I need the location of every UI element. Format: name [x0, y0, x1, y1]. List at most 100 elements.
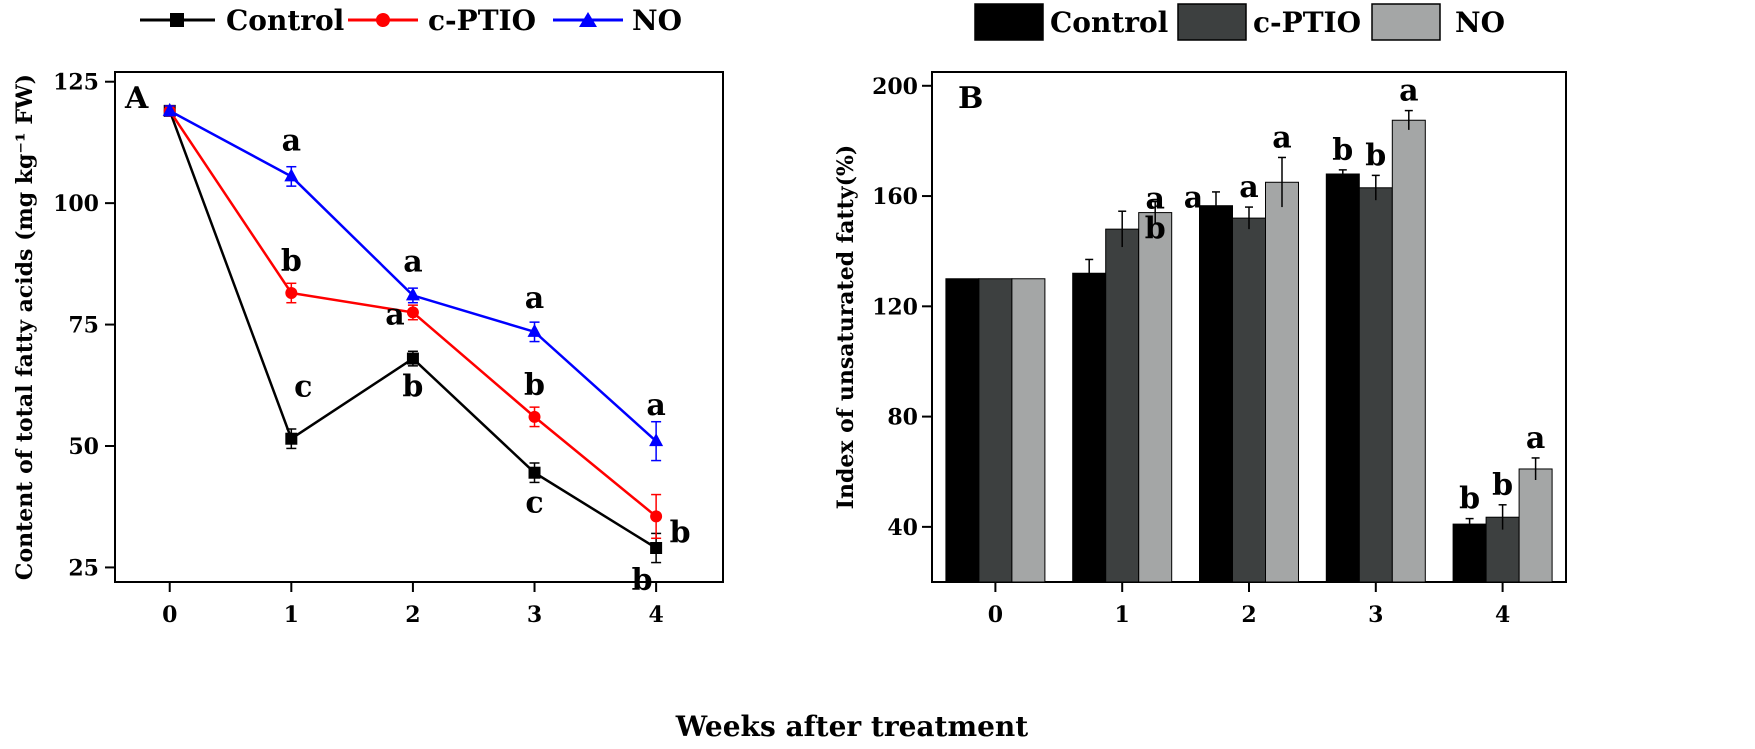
legend-a-no: NO	[553, 4, 682, 37]
y-tick-label: 120	[872, 294, 918, 320]
legend-b-cptio-swatch	[1177, 3, 1247, 41]
data-point-square	[528, 466, 541, 479]
significance-letter: a	[1526, 421, 1545, 456]
series-line-control	[168, 110, 657, 550]
panel-b-label: B	[958, 81, 983, 116]
significance-letter: a	[1145, 182, 1164, 217]
bar-cptio	[1232, 217, 1266, 583]
data-point-triangle	[527, 323, 542, 337]
panel-a: A Content of total fatty acids (mg kg⁻¹ …	[12, 70, 724, 628]
series-control: c b c b	[163, 104, 663, 598]
significance-letter: a	[1239, 170, 1258, 205]
y-tick-label: 40	[887, 515, 918, 541]
panel-b-xticks: 0 1 2 3 4	[988, 582, 1510, 628]
x-tick-label: 0	[988, 602, 1003, 628]
shared-xlabel: Weeks after treatment	[675, 710, 1029, 743]
legend-b-no-label: NO	[1455, 6, 1505, 39]
bar-control	[1452, 523, 1487, 583]
legend-b-cptio-label: c-PTIO	[1253, 6, 1361, 39]
significance-letter: a	[282, 123, 301, 158]
bar-group-week-0	[945, 278, 1046, 583]
bar-cptio	[1105, 228, 1140, 583]
significance-letter: b	[1492, 468, 1513, 503]
legend-a-cptio-marker	[376, 13, 390, 27]
y-tick-label: 160	[872, 184, 918, 210]
y-tick-label: 125	[53, 70, 99, 96]
legend-b-control-swatch	[974, 3, 1044, 41]
legend-a-cptio: c-PTIO	[348, 4, 536, 37]
significance-letter: a	[525, 281, 544, 316]
legend-b: Control c-PTIO NO	[974, 3, 1505, 41]
significance-letter: b	[1459, 482, 1480, 517]
data-point-triangle	[649, 433, 664, 447]
significance-letter: b	[524, 368, 545, 403]
data-point-circle	[406, 306, 419, 319]
bar-control	[945, 278, 980, 583]
legend-b-control-label: Control	[1050, 6, 1168, 39]
y-tick-label: 100	[53, 191, 99, 217]
series-cptio: b a b b	[163, 104, 691, 550]
y-tick-label: 75	[68, 313, 99, 339]
bar-no	[1391, 119, 1426, 583]
panel-b-plot: aba aa b bab ba	[945, 74, 1553, 583]
x-tick-label: 4	[648, 602, 663, 628]
x-tick-label: 2	[1241, 602, 1256, 628]
bar-no	[1518, 468, 1553, 583]
significance-letter: b	[1332, 133, 1353, 168]
data-point-square	[650, 542, 663, 554]
significance-letter: c	[294, 370, 312, 405]
x-tick-label: 3	[1368, 602, 1383, 628]
bar-no	[1138, 212, 1173, 583]
legend-a-control-label: Control	[226, 4, 344, 37]
significance-letter: b	[632, 563, 653, 598]
x-tick-label: 1	[284, 602, 299, 628]
significance-letter: a	[646, 388, 665, 423]
data-point-circle	[285, 287, 298, 299]
panel-a-yticks: 25 50 75 100 125	[53, 70, 115, 581]
bar-group-week-4: b ba	[1452, 421, 1553, 583]
data-point-square	[406, 352, 419, 365]
y-tick-label: 50	[68, 434, 99, 460]
significance-letter: a	[1184, 181, 1203, 216]
significance-letter: c	[525, 486, 543, 521]
bar-no	[1265, 181, 1299, 583]
bar-control	[1325, 173, 1360, 583]
panel-a-frame	[114, 71, 724, 583]
panel-b: B Index of unsaturated fatty(%) 40801201…	[833, 71, 1567, 628]
bar-no	[1011, 278, 1046, 583]
significance-letter: a	[403, 244, 422, 279]
data-point-triangle	[162, 102, 177, 116]
x-tick-label: 0	[162, 602, 177, 628]
bar-group-week-2: a aa	[1184, 120, 1299, 583]
significance-letter: b	[281, 244, 302, 279]
significance-letter: b	[1365, 138, 1386, 173]
legend-a: Control c-PTIO NO	[140, 4, 682, 37]
data-point-circle	[528, 410, 541, 423]
legend-a-cptio-label: c-PTIO	[428, 4, 536, 37]
significance-letter: b	[670, 515, 691, 550]
panel-a-label: A	[124, 81, 149, 116]
significance-letter: b	[1145, 212, 1166, 247]
bar-control	[1072, 272, 1107, 583]
bar-control	[1199, 205, 1233, 583]
significance-letter: a	[385, 297, 404, 332]
panel-b-ylabel: Index of unsaturated fatty(%)	[833, 145, 859, 510]
legend-a-no-marker	[579, 12, 597, 27]
legend-a-no-label: NO	[632, 4, 682, 37]
panel-a-xticks: 0 1 2 3 4	[162, 582, 664, 628]
legend-a-control: Control	[140, 4, 344, 37]
significance-letter: b	[402, 370, 423, 405]
x-tick-label: 4	[1495, 602, 1510, 628]
panel-a-ylabel: Content of total fatty acids (mg kg⁻¹ FW…	[12, 74, 38, 580]
data-point-circle	[650, 510, 663, 523]
x-tick-label: 3	[527, 602, 542, 628]
bar-cptio	[1358, 187, 1393, 583]
legend-a-control-marker	[170, 13, 184, 27]
data-point-triangle	[405, 287, 420, 301]
panel-b-yticks: 40 80 120 160 200	[872, 74, 932, 541]
x-tick-label: 1	[1115, 602, 1130, 628]
legend-b-no-swatch	[1371, 3, 1441, 41]
